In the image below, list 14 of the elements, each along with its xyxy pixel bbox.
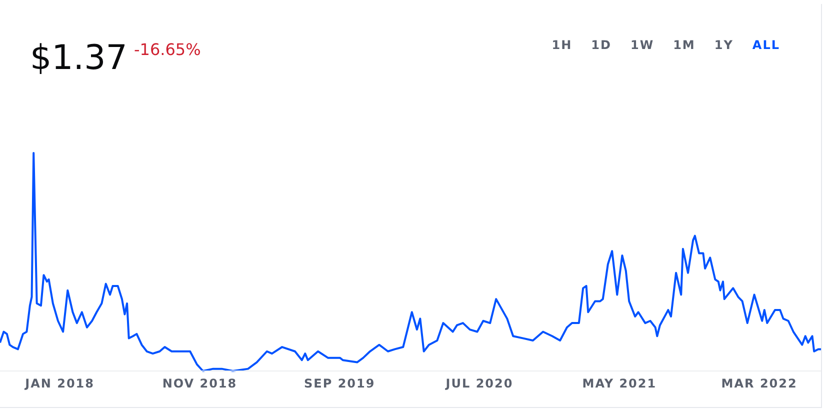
chart-title: $1.37 (30, 38, 128, 78)
chart-subtitle: -16.65% (134, 40, 201, 59)
text: 1W (630, 38, 654, 52)
x-tick-label: JUL 2020 (444, 376, 514, 391)
x-tick-label: NOV 2018 (162, 376, 238, 391)
text: 1D (591, 38, 612, 52)
text: 1H (552, 38, 572, 52)
text: 1M (673, 38, 696, 52)
x-tick-label: JAN 2018 (24, 376, 95, 391)
x-tick-label: MAY 2021 (582, 376, 657, 391)
x-tick-label: SEP 2019 (304, 376, 376, 391)
text: 1Y (714, 38, 734, 52)
text: ALL (752, 38, 780, 52)
x-tick-label: MAR 2022 (721, 376, 798, 391)
